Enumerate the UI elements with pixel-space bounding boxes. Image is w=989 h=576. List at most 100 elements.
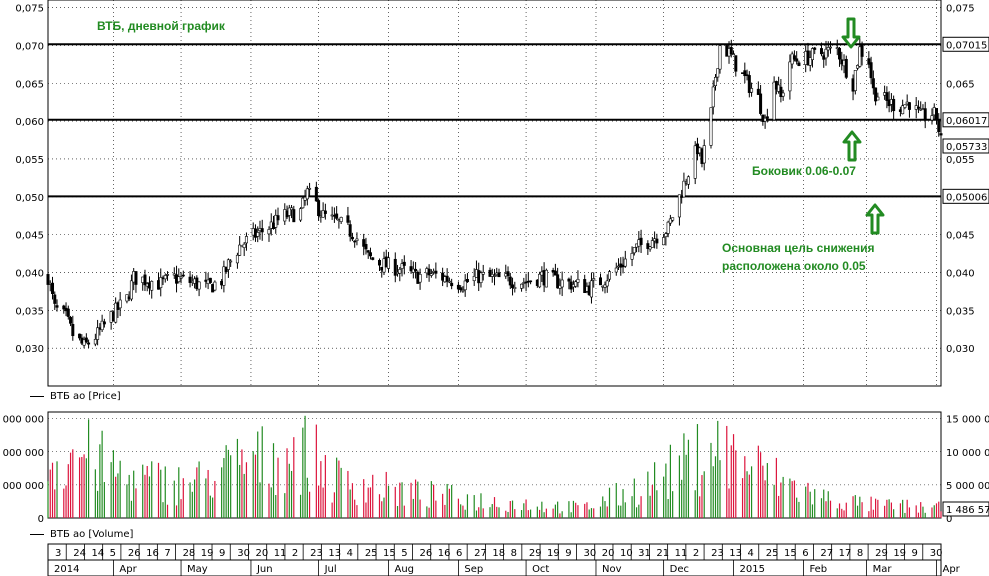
candle-body (901, 105, 905, 115)
volume-panel: 0 0 5 000 000 0 000 000 10 000 000 0 000 000 1… (0, 411, 989, 525)
candle-body (62, 305, 66, 310)
candle-body (450, 282, 454, 287)
day-label: 27 (820, 548, 833, 559)
candle-body (583, 279, 587, 294)
candle-body (732, 53, 736, 56)
day-label: 19 (893, 548, 906, 559)
candle-body (605, 280, 609, 287)
last-price-label: 0,05733 (946, 142, 987, 153)
candle-body (844, 58, 848, 78)
price-tick-left: 0,055 (15, 155, 44, 166)
candle-body (702, 145, 706, 164)
candle-body (648, 246, 652, 250)
candle-body (662, 237, 666, 246)
candle-body (813, 47, 817, 50)
volume-y-axis: 0 0 5 000 000 0 000 000 10 000 000 0 000 000 1… (0, 415, 989, 525)
candle-body (511, 284, 515, 289)
candle-body (930, 115, 934, 121)
candle-body (69, 317, 73, 324)
day-label: 18 (492, 548, 505, 559)
candle-body (78, 333, 82, 339)
candle-body (538, 273, 542, 288)
candle-body (763, 117, 767, 122)
candle-body (903, 104, 907, 108)
day-label: 5 (401, 548, 407, 559)
candle-body (393, 258, 397, 276)
candle-body (574, 281, 578, 287)
candle-body (788, 61, 792, 92)
candle-body (55, 305, 59, 308)
day-label: 26 (128, 548, 141, 559)
candle-body (876, 96, 880, 101)
candle-body (398, 269, 402, 274)
day-label: 15 (383, 548, 396, 559)
month-label: Apr (119, 564, 137, 575)
candle-body (461, 289, 465, 292)
candle-body (339, 217, 343, 222)
month-label: Feb (809, 564, 827, 575)
price-tick-left: 0,075 (15, 4, 44, 15)
candle-body (781, 92, 785, 97)
date-axis: 3 24 14 5 26 16 7 28 19 9 30 20 11 2 23 13 4 25 15 5 26 16 6 27… (47, 543, 961, 576)
candle-body (377, 259, 381, 266)
day-label: 27 (474, 548, 487, 559)
candle-body (427, 268, 431, 276)
day-label: 30 (930, 548, 943, 559)
candle-body (756, 88, 760, 95)
candle-body (677, 194, 681, 218)
month-label: Apr (942, 564, 960, 575)
candle-body (916, 106, 920, 109)
candle-body (668, 218, 672, 224)
candle-body (639, 237, 643, 245)
candle-body (314, 186, 318, 202)
day-label: 15 (784, 548, 797, 559)
candle-body (71, 324, 75, 337)
candle-body (459, 287, 463, 291)
candle-body (371, 257, 375, 260)
price-y-axis: 0,030 0,030 0,035 0,035 0,040 0,040 0,045 0,045… (15, 4, 974, 356)
candle-body (885, 92, 889, 101)
candle-body (481, 271, 485, 275)
candle-body (163, 275, 167, 280)
day-label: 13 (729, 548, 742, 559)
level-box (942, 36, 989, 52)
candle-body (235, 254, 239, 264)
candle-body (750, 88, 754, 93)
candle-body (242, 243, 246, 248)
candle-body (447, 280, 451, 283)
candle-body (409, 266, 413, 272)
price-tick-left: 0,050 (15, 193, 44, 204)
candle-body (592, 278, 596, 281)
candle-body (589, 280, 593, 298)
month-label: May (187, 564, 208, 575)
day-label: 11 (274, 548, 287, 559)
day-label: 20 (602, 548, 615, 559)
day-label: 24 (73, 548, 86, 559)
candle-body (93, 339, 97, 345)
candle-body (159, 277, 163, 288)
day-label: 8 (511, 548, 517, 559)
candle-body (556, 274, 560, 289)
candle-body (226, 259, 230, 270)
candle-body (892, 98, 896, 112)
candle-body (267, 229, 271, 235)
candle-body (287, 207, 291, 216)
candle-body (492, 275, 496, 277)
month-label: Sep (464, 564, 483, 575)
candle-body (350, 236, 354, 240)
candle-body (860, 44, 864, 57)
candle-body (208, 277, 212, 283)
day-label: 20 (255, 548, 268, 559)
candle-body (713, 77, 717, 87)
arrow-down-icon (841, 17, 861, 49)
volume-tick-right: 5 000 000 (946, 481, 989, 492)
candle-body (874, 87, 878, 102)
candle-body (308, 187, 312, 190)
candle-body (323, 210, 327, 214)
candle-body (693, 145, 697, 179)
month-label: Jul (324, 564, 337, 575)
price-tick-left: 0,035 (15, 306, 44, 317)
day-label: 25 (365, 548, 378, 559)
candle-body (765, 116, 769, 119)
